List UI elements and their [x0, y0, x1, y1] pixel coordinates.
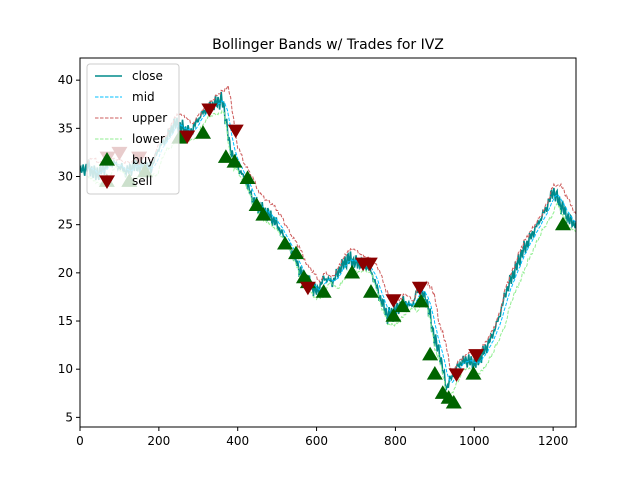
- sell-marker: [227, 124, 244, 139]
- buy-marker: [394, 298, 411, 313]
- legend-sell-marker: [99, 175, 115, 189]
- sell-marker: [201, 103, 218, 118]
- y-tick-label: 40: [58, 73, 73, 87]
- buy-marker: [413, 293, 430, 308]
- buy-marker: [226, 154, 243, 168]
- sell-marker: [468, 349, 485, 363]
- buy-marker: [248, 197, 265, 212]
- legend-upper-label: upper: [132, 111, 167, 125]
- y-tick-label: 5: [65, 410, 73, 424]
- buy-marker: [344, 264, 361, 279]
- x-tick-label: 400: [226, 434, 249, 448]
- y-tick-label: 35: [58, 121, 73, 135]
- buy-marker: [426, 366, 443, 380]
- sell-marker: [179, 130, 196, 145]
- buy-marker: [239, 170, 256, 185]
- x-tick-label: 1000: [459, 434, 490, 448]
- x-tick-label: 0: [76, 434, 84, 448]
- buy-marker: [465, 366, 482, 380]
- x-tick-label: 1200: [538, 434, 569, 448]
- buy-marker: [288, 245, 305, 260]
- legend: close mid upper lower buy sell: [86, 63, 180, 195]
- buy-marker: [277, 235, 294, 250]
- sell-marker: [448, 368, 465, 383]
- sell-marker: [385, 294, 402, 308]
- y-tick-label: 15: [58, 314, 73, 328]
- legend-close-label: close: [132, 69, 163, 83]
- x-tick-label: 600: [305, 434, 328, 448]
- buy-marker: [422, 346, 439, 361]
- buy-marker: [362, 284, 379, 298]
- legend-buy-marker: [99, 152, 115, 166]
- x-axis: 0 200 400 600 800 1000 1200: [76, 427, 568, 448]
- buy-marker: [195, 125, 212, 139]
- sell-marker: [411, 281, 428, 296]
- legend-buy-label: buy: [132, 153, 154, 167]
- x-tick-label: 200: [147, 434, 170, 448]
- buy-marker: [385, 308, 402, 322]
- buy-marker: [217, 149, 234, 163]
- buy-marker: [554, 216, 571, 231]
- chart-title: Bollinger Bands w/ Trades for IVZ: [212, 37, 444, 53]
- sell-marker: [299, 281, 316, 296]
- x-tick-label: 800: [384, 434, 407, 448]
- sell-marker: [361, 257, 378, 272]
- y-tick-label: 20: [58, 266, 73, 280]
- legend-mid-label: mid: [132, 90, 155, 104]
- legend-sell-label: sell: [132, 174, 152, 188]
- plot-frame: [79, 57, 577, 428]
- y-tick-label: 25: [58, 218, 73, 232]
- y-tick-label: 10: [58, 362, 73, 376]
- buy-marker: [315, 284, 332, 298]
- y-axis: 5 10 15 20 25 30 35 40: [58, 73, 80, 424]
- buy-marker: [445, 394, 462, 409]
- legend-lower-label: lower: [132, 132, 165, 146]
- y-tick-label: 30: [58, 170, 73, 184]
- buy-marker: [255, 207, 272, 221]
